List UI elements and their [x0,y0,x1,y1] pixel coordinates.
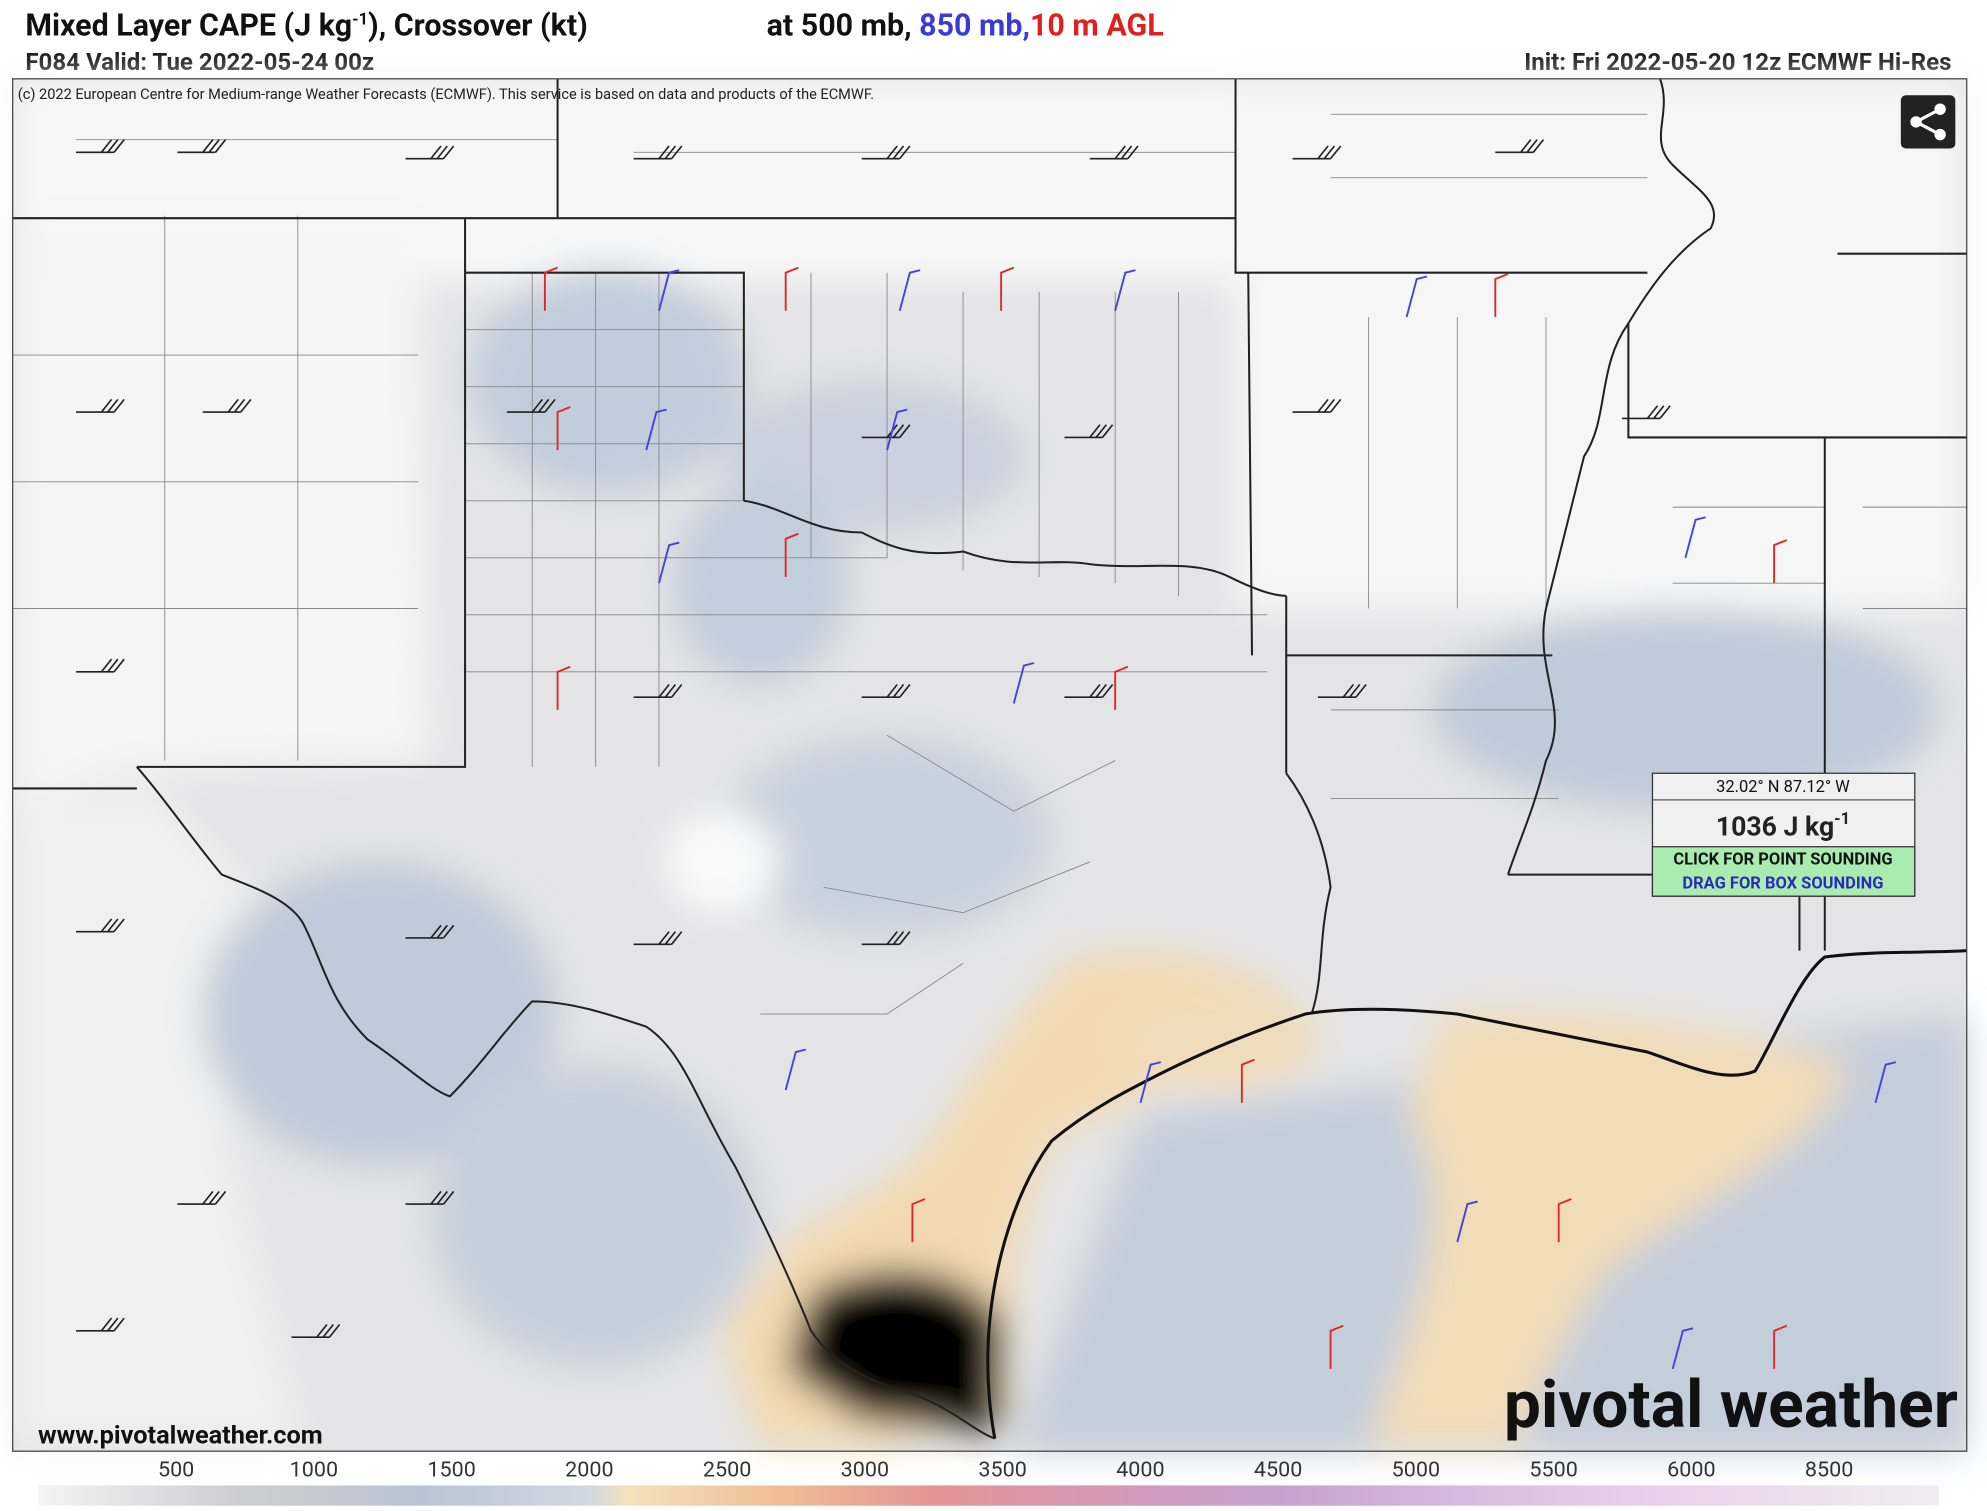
point-sounding[interactable]: CLICK FOR POINT SOUNDING [1673,850,1892,869]
level-10m: 10 m AGL [1030,9,1164,44]
red-river [743,499,1287,597]
sounding-button[interactable] [1651,846,1916,897]
title-sup: -1 [352,10,368,29]
colorbar-label: 5500 [1529,1458,1577,1483]
colorbar-label: 1500 [427,1458,475,1483]
cape-field [12,78,1967,1452]
colorbar-label: 6000 [1667,1458,1715,1483]
colorbar-label: 3500 [978,1458,1026,1483]
level-500: at 500 mb, [767,9,912,44]
title: Mixed Layer CAPE (J kg-1), Crossover (kt… [25,9,587,44]
tooltip[interactable]: 32.02° N 87.12° W 1036 J kg-1 CLICK FOR … [1651,772,1916,897]
map: (c) 2022 European Centre for Medium-rang… [12,78,1968,1452]
valid-time: F084 Valid: Tue 2022-05-24 00z [25,48,374,76]
colorbar-label: 5000 [1392,1458,1440,1483]
share-button[interactable] [1900,95,1956,149]
colorbar-label: 2000 [565,1458,613,1483]
levels: at 500 mb, 850 mb,10 m AGL [767,9,1164,44]
colorbar-label: 2500 [703,1458,751,1483]
copyright: (c) 2022 European Centre for Medium-rang… [18,85,874,103]
rio-grande [136,766,996,1440]
box-sounding[interactable]: DRAG FOR BOX SOUNDING [1682,875,1883,894]
mississippi [1507,78,1716,875]
colorbar-label: 4500 [1254,1458,1302,1483]
logo: pivotal weather [1504,1367,1958,1444]
county-lines [12,113,1967,1015]
colorbar-label: 4000 [1116,1458,1164,1483]
coastline [986,949,1967,1439]
colorbar-label: 3000 [841,1458,889,1483]
sabine-river [1285,772,1332,1015]
tooltip-value-text: 1036 J kg [1716,811,1834,842]
share-bg[interactable] [1900,95,1956,149]
tooltip-value-sup: -1 [1834,810,1850,829]
colorbar-label: 8500 [1805,1458,1853,1483]
colorbar-label: 500 [158,1458,194,1483]
init-time: Init: Fri 2022-05-20 12z ECMWF Hi-Res [1524,48,1951,76]
colorbar: 500 1000 1500 2000 2500 3000 3500 4000 4500 5000 5… [38,1458,1939,1506]
title-text: Mixed Layer CAPE (J kg [25,9,352,44]
tooltip-value: 1036 J kg-1 [1716,810,1850,842]
colorbar-strip [38,1485,1939,1506]
title-text: ), Crossover (kt) [368,9,588,44]
map-frame [12,78,1968,1452]
colorbar-label: 1000 [290,1458,338,1483]
tooltip-coords: 32.02° N 87.12° W [1716,778,1850,797]
site-url: www.pivotalweather.com [38,1421,323,1451]
level-850: 850 mb, [919,9,1030,44]
